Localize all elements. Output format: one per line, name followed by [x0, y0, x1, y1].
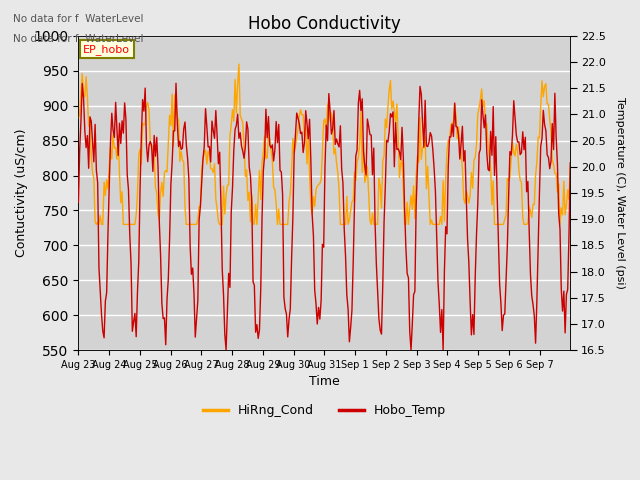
- Text: No data for f  WaterLevel: No data for f WaterLevel: [13, 34, 143, 44]
- Title: Hobo Conductivity: Hobo Conductivity: [248, 15, 401, 33]
- Y-axis label: Temperature (C), Water Level (psi): Temperature (C), Water Level (psi): [615, 97, 625, 289]
- Legend: HiRng_Cond, Hobo_Temp: HiRng_Cond, Hobo_Temp: [198, 399, 451, 422]
- Text: EP_hobo: EP_hobo: [83, 44, 131, 55]
- Y-axis label: Contuctivity (uS/cm): Contuctivity (uS/cm): [15, 129, 28, 257]
- X-axis label: Time: Time: [309, 375, 340, 388]
- Text: No data for f  WaterLevel: No data for f WaterLevel: [13, 14, 143, 24]
